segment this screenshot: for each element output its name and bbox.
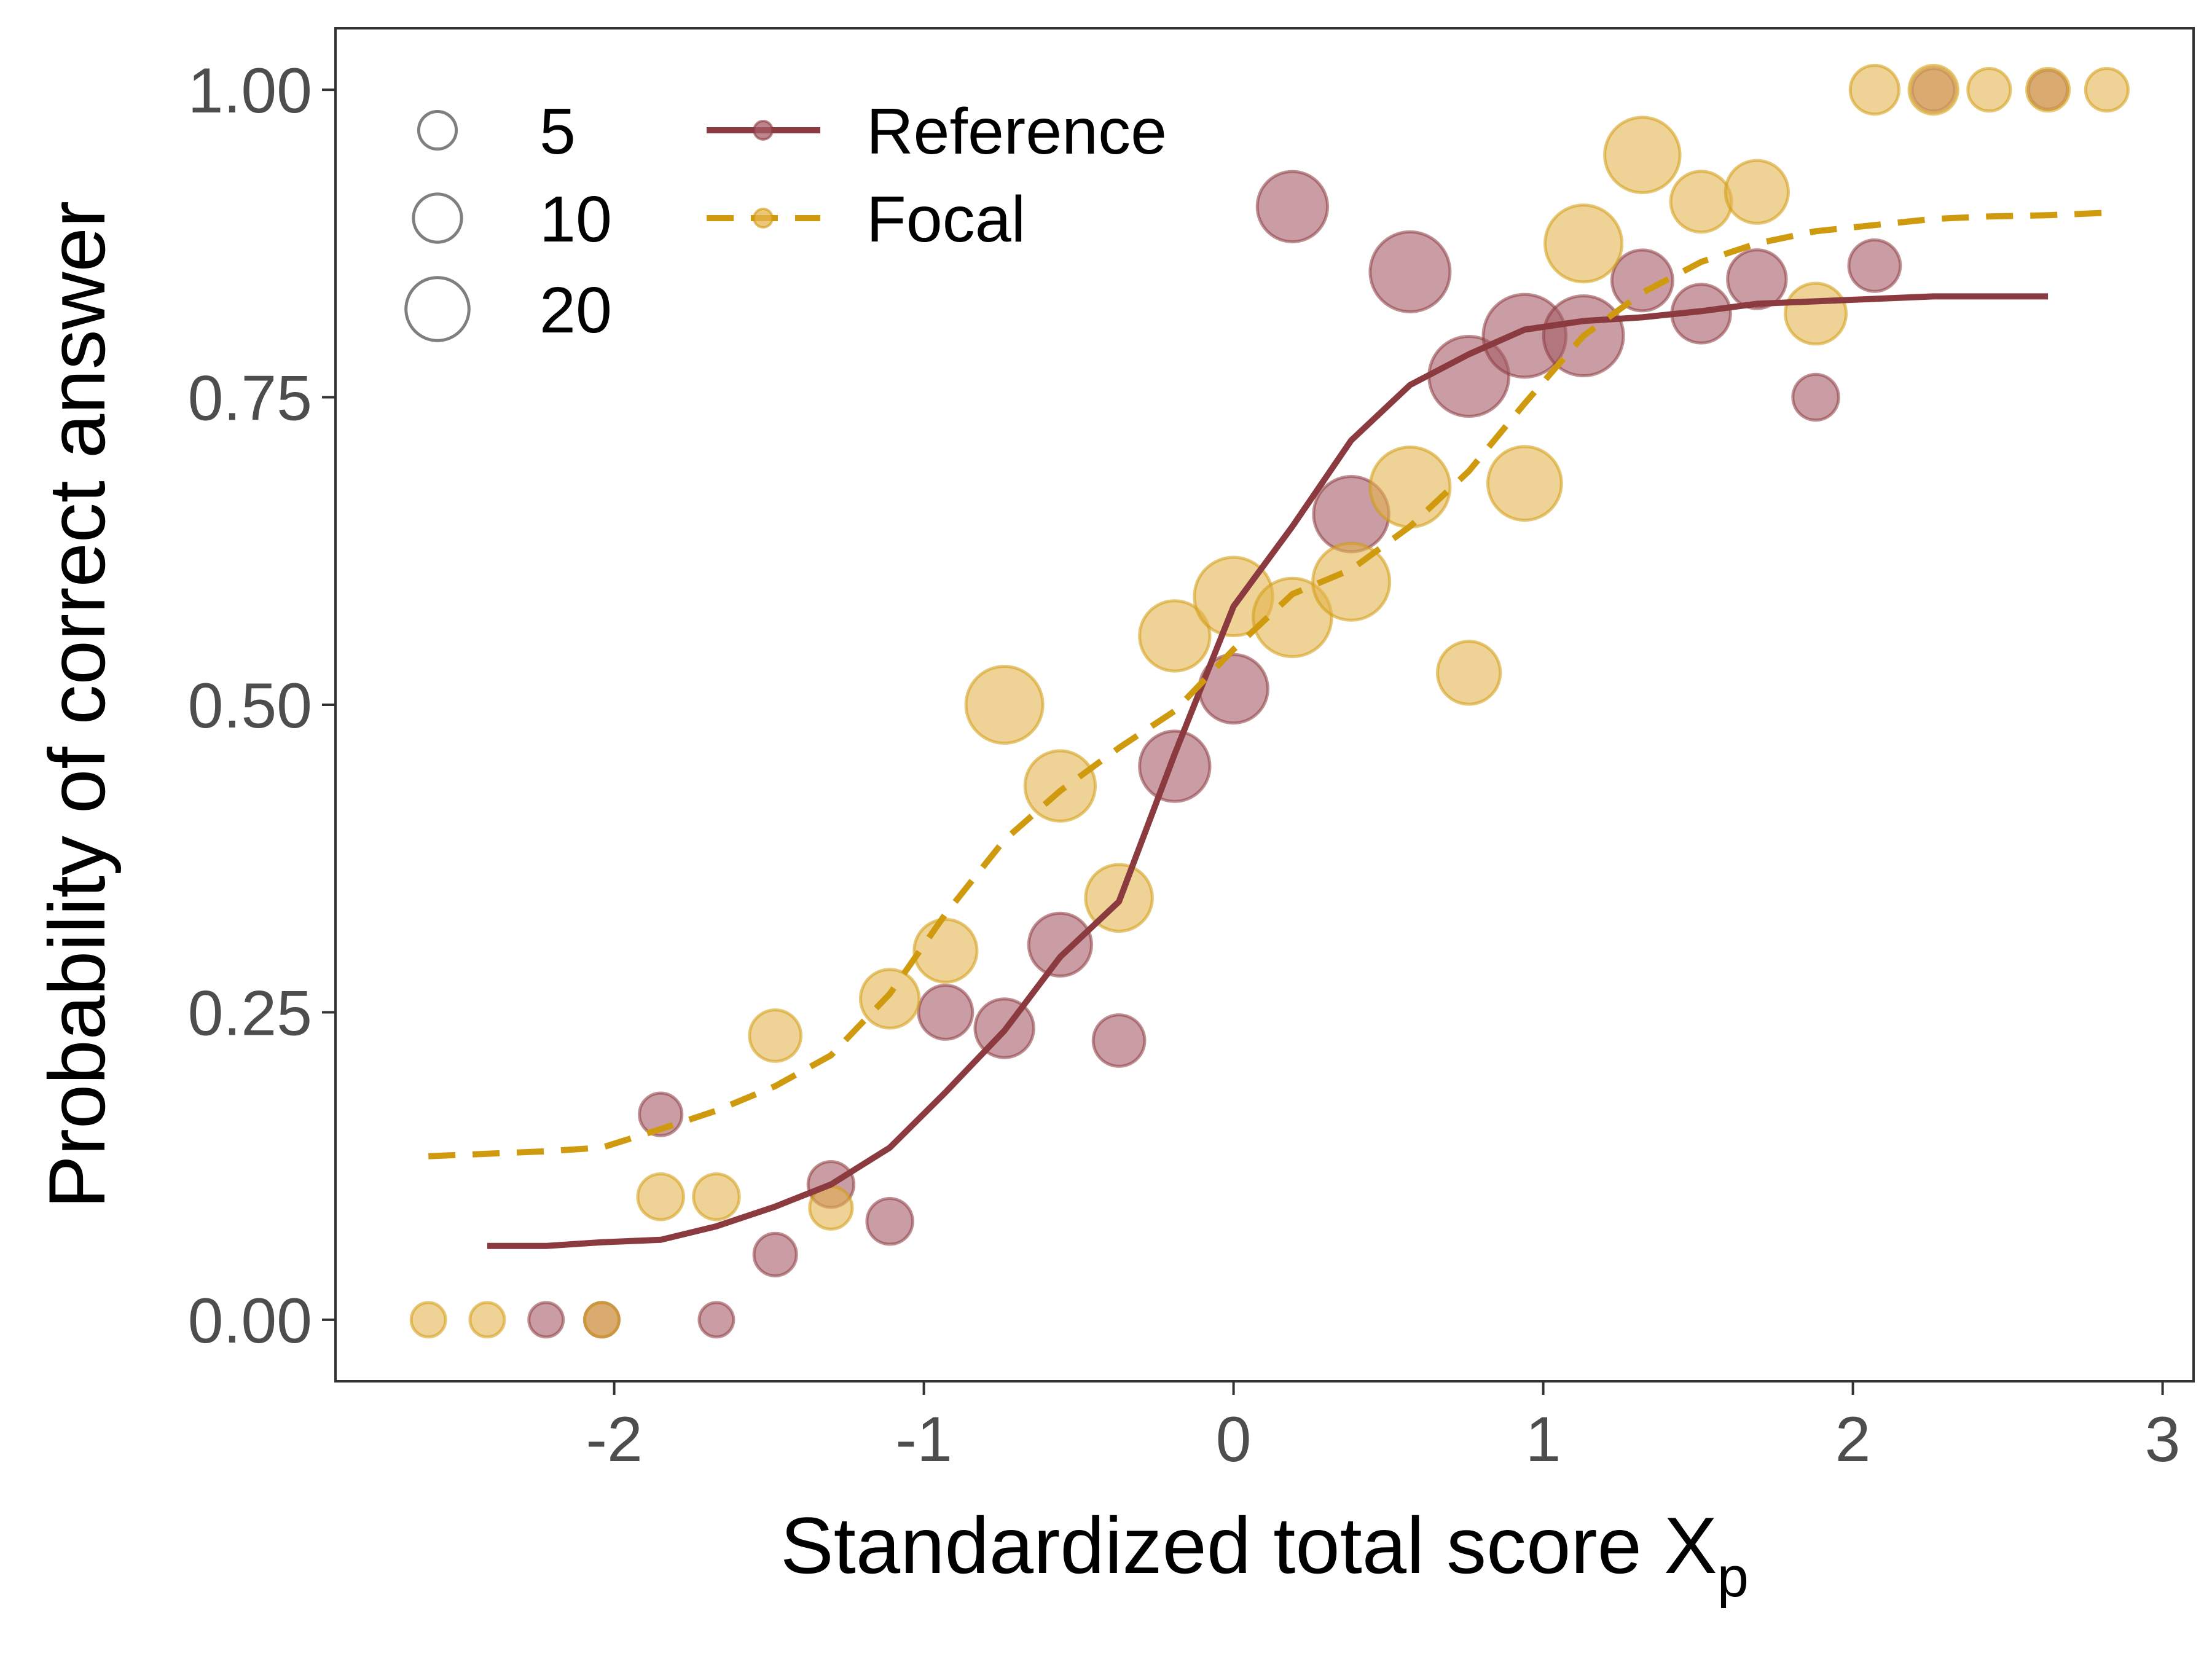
x-tick-label: -2 [586, 1404, 642, 1475]
focal-point [748, 1008, 803, 1063]
focal-point [1138, 599, 1212, 673]
x-tick-label: -1 [895, 1404, 952, 1475]
focal-point [1966, 66, 2012, 113]
focal-point [964, 664, 1045, 745]
focal-point [2025, 66, 2071, 113]
focal-point [858, 968, 921, 1030]
x-tick-label: 1 [1526, 1404, 1561, 1475]
focal-point [912, 917, 979, 984]
focal-point [1543, 203, 1624, 284]
focal-point [1724, 159, 1790, 225]
focal-point [1848, 63, 1901, 116]
focal-point [2084, 66, 2130, 113]
x-axis-title: Standardized total score Xp [780, 1500, 1749, 1609]
reference-point [1027, 911, 1094, 978]
y-axis-title: Probability of correct answer [32, 201, 122, 1209]
size-legend-label: 20 [539, 274, 612, 347]
reference-point [1610, 248, 1674, 313]
x-axis-ticks: -2 -1 0 1 2 3 [586, 1381, 2181, 1475]
reference-point [697, 1301, 735, 1339]
x-axis-title-main: Standardized total score X [780, 1500, 1717, 1590]
x-tick-label: 0 [1216, 1404, 1252, 1475]
reference-point [917, 983, 975, 1041]
y-tick-label: 0.75 [188, 363, 312, 434]
size-legend-label: 5 [539, 95, 576, 168]
series-legend: Reference Focal [707, 95, 1167, 256]
y-tick-label: 0.25 [188, 978, 312, 1049]
lines-layer [428, 210, 2108, 1249]
y-tick-label: 0.00 [188, 1285, 312, 1357]
focal-point [1603, 116, 1682, 194]
focal-legend-label: Focal [866, 183, 1026, 256]
y-axis-ticks: 0.00 0.25 0.50 0.75 1.00 [188, 55, 335, 1357]
reference-point [1847, 238, 1902, 293]
reference-point [1138, 729, 1212, 803]
focal-point [1311, 541, 1392, 622]
focal-point [692, 1172, 741, 1222]
focal-point [1784, 281, 1848, 346]
x-tick-label: 3 [2145, 1404, 2181, 1475]
focal-point [1368, 445, 1452, 529]
reference-legend-label: Reference [866, 95, 1167, 168]
size-legend-circle [412, 192, 463, 244]
size-legend-circle [417, 109, 458, 151]
x-tick-label: 2 [1835, 1404, 1871, 1475]
size-legend: 5 10 20 [404, 95, 612, 347]
y-tick-label: 1.00 [188, 55, 312, 127]
reference-point [1091, 1013, 1147, 1068]
size-legend-circle [404, 276, 471, 342]
reference-point [527, 1301, 565, 1339]
reference-line [487, 293, 2049, 1249]
focal-line [428, 210, 2108, 1159]
reference-legend-point [753, 120, 774, 141]
focal-legend-point [753, 208, 774, 229]
y-tick-label: 0.50 [188, 670, 312, 742]
points-layer [409, 63, 2130, 1339]
reference-point [865, 1196, 914, 1246]
focal-point [468, 1301, 506, 1339]
reference-point [1255, 170, 1330, 243]
size-legend-label: 10 [539, 183, 612, 256]
focal-point [636, 1172, 685, 1222]
reference-point [752, 1231, 798, 1277]
x-axis-title-subscript: p [1717, 1546, 1749, 1609]
focal-point [1435, 640, 1502, 706]
focal-point [409, 1301, 447, 1339]
focal-point [1669, 170, 1733, 234]
reference-point [1791, 372, 1840, 422]
focal-point [582, 1301, 621, 1339]
reference-point [1726, 248, 1788, 310]
focal-point [1252, 576, 1333, 659]
focal-point [1486, 445, 1563, 522]
focal-point [1023, 749, 1097, 823]
focal-point [1907, 63, 1959, 116]
reference-point [1368, 230, 1452, 313]
